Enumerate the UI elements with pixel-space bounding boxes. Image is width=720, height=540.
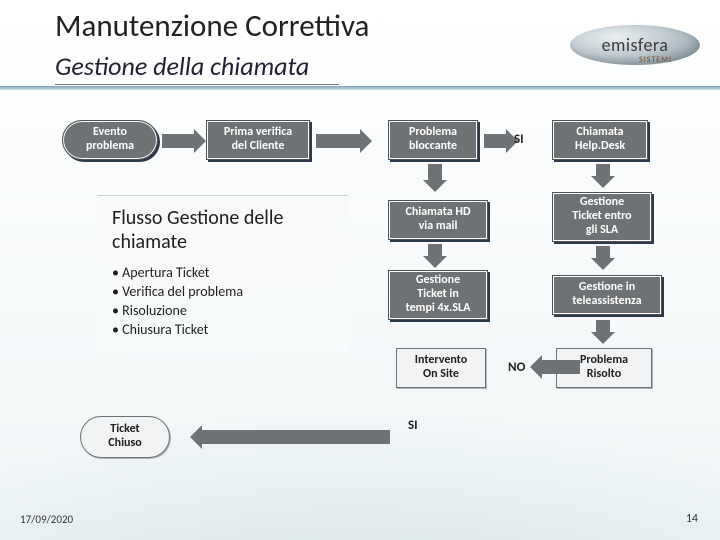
page-title: Manutenzione Correttiva bbox=[55, 10, 435, 43]
flow-arrow-a2 bbox=[316, 134, 362, 148]
flow-node-helpdesk: ChiamataHelp.Desk bbox=[552, 120, 648, 160]
infobox-item: Risoluzione bbox=[112, 302, 334, 319]
footer-date: 17/09/2020 bbox=[20, 513, 73, 526]
flow-node-4xsla: GestioneTicket intempi 4x.SLA bbox=[388, 270, 488, 320]
flow-node-verifica: Prima verificadel Cliente bbox=[206, 120, 310, 160]
flow-arrow-a10 bbox=[200, 430, 390, 444]
infobox-heading: Flusso Gestione delle chiamate bbox=[112, 206, 334, 254]
flow-label-no: NO bbox=[508, 360, 525, 375]
flow-arrow-a4 bbox=[428, 164, 442, 182]
logo: emisfera SISTEMI bbox=[570, 22, 700, 68]
flow-arrow-a9 bbox=[540, 360, 580, 374]
flow-arrow-a5 bbox=[596, 164, 610, 178]
flow-node-chiuso: TicketChiuso bbox=[80, 416, 170, 458]
page-subtitle: Gestione della chiamata bbox=[55, 50, 339, 85]
flow-arrow-a6 bbox=[428, 244, 442, 258]
logo-text-main: emisfera bbox=[602, 34, 669, 56]
logo-text-sub: SISTEMI bbox=[639, 55, 672, 65]
infobox-item: Verifica del problema bbox=[112, 283, 334, 300]
flow-label-si2: SI bbox=[408, 418, 418, 433]
flow-arrow-a7 bbox=[596, 246, 610, 260]
flow-node-teleass: Gestione inteleassistenza bbox=[552, 275, 662, 315]
infobox-item: Chiusura Ticket bbox=[112, 321, 334, 338]
flow-arrow-a8 bbox=[596, 320, 610, 334]
infobox-list: Apertura Ticket Verifica del problema Riso… bbox=[112, 264, 334, 338]
footer-page: 14 bbox=[686, 512, 698, 526]
flow-arrow-a3 bbox=[484, 134, 508, 148]
flow-node-bloccante: Problemabloccante bbox=[388, 120, 478, 160]
infobox-item: Apertura Ticket bbox=[112, 264, 334, 281]
flow-node-sla: GestioneTicket entrogli SLA bbox=[552, 192, 652, 242]
infobox: Flusso Gestione delle chiamate Apertura … bbox=[98, 195, 348, 354]
flow-node-hdmail: Chiamata HDvia mail bbox=[388, 200, 488, 240]
flow-node-evento: Eventoproblema bbox=[62, 120, 158, 160]
flow-label-si1: SI bbox=[514, 132, 524, 147]
flow-arrow-a1 bbox=[162, 134, 196, 148]
flow-node-onsite: InterventoOn Site bbox=[396, 348, 486, 388]
